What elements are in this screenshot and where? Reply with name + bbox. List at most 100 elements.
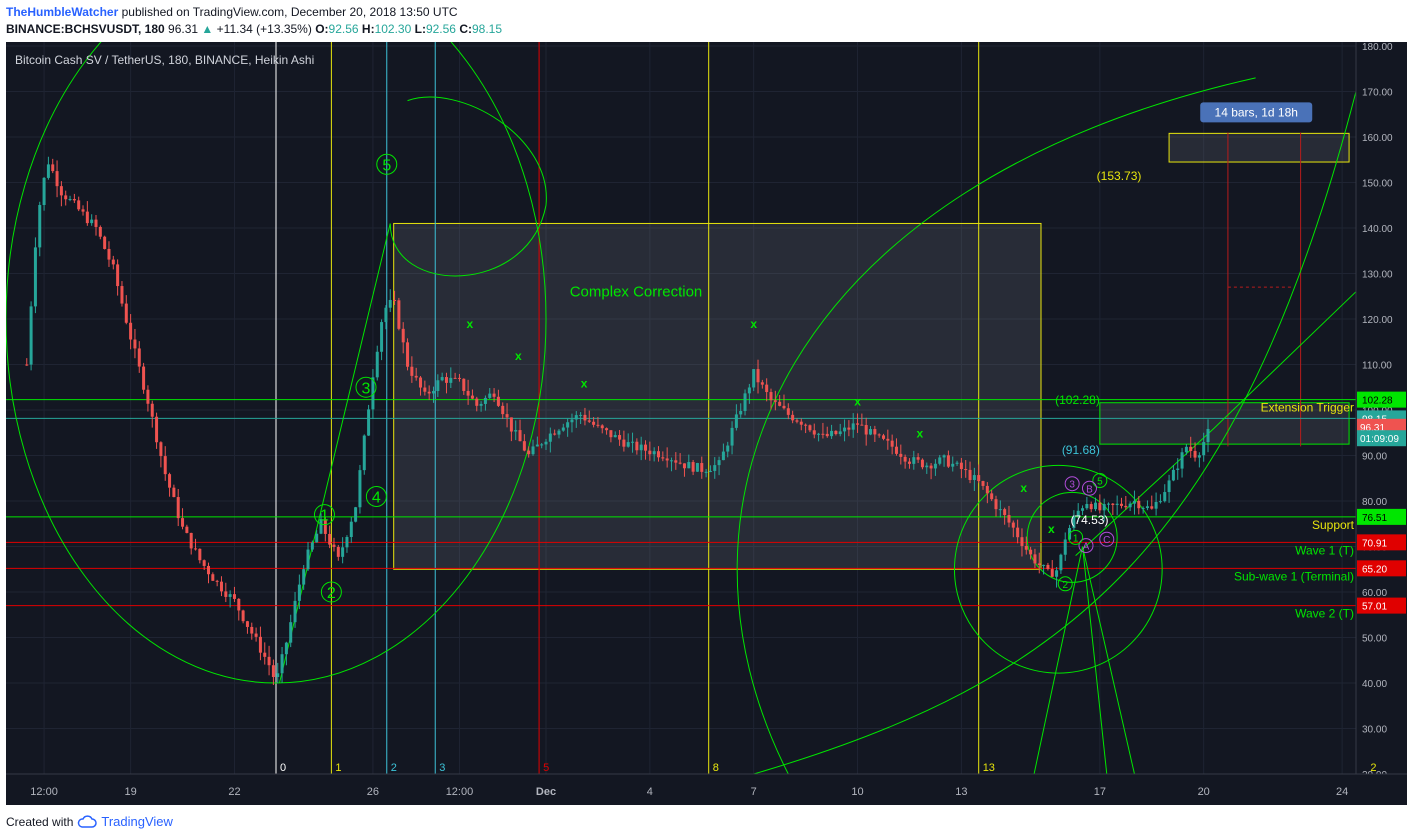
wave-marker-label: 4 [372,489,381,506]
candle-body [349,521,353,538]
candle-body [726,445,730,452]
candle-body [232,594,236,599]
candle-body [1167,480,1171,493]
candle-body [920,459,924,468]
wave-marker-label: 1 [1073,533,1079,544]
candle-body [734,414,738,428]
candle-body [1206,428,1210,443]
price-tag-text: 70.91 [1362,538,1387,549]
candle-body [501,405,505,415]
price-tag [1357,560,1406,577]
candle-body [1033,554,1037,564]
candle-body [1029,549,1033,555]
candle-body [994,499,998,510]
candle-body [704,471,708,473]
candle-body [527,450,531,455]
time-axis-bg [6,774,1407,805]
footer: Created with TradingView [6,814,173,829]
symbol: BINANCE:BCHSVUSDT, 180 [6,22,165,36]
candle-body [1102,504,1106,511]
tradingview-brand[interactable]: TradingView [101,814,173,829]
price-axis[interactable]: 20.0030.0040.0050.0060.0070.0080.0090.00… [1355,42,1407,781]
candle-body [1037,563,1041,566]
candle-body [68,198,72,200]
correction-zone [393,222,1042,570]
price-tick: 80.00 [1362,497,1387,508]
author-link[interactable]: TheHumbleWatcher [6,5,119,19]
candle-body [1007,515,1011,523]
candle-body [808,425,812,431]
candle-body [375,351,379,378]
publish-info: TheHumbleWatcher published on TradingVie… [6,5,458,19]
candle-body [1163,492,1167,502]
price-tick: 130.00 [1362,270,1393,281]
level-label: Wave 2 (T) [1295,607,1354,621]
wave-marker-circle [1099,531,1115,547]
candle-body [990,493,994,500]
price-axis-bg [1356,42,1407,774]
wave-marker-label: B [1086,484,1093,495]
time-axis[interactable]: 12:00 19 22 26 12:00 Dec 4 7 10 13 17 20 24 0 1 2 3 5 8 13 2 [6,762,1407,805]
published-text: published on TradingView.com, December 2… [121,5,458,19]
candle-body [791,414,795,421]
time-tick: 4 [647,786,653,798]
candle-body [544,441,548,445]
candle-body [496,396,500,406]
candle-body [1063,539,1067,555]
candle-body [194,548,198,550]
fib-time-label: 0 [280,762,286,774]
fib-time-label: 3 [439,762,445,774]
candle-body [176,497,180,519]
time-tick: 22 [228,786,240,798]
candle-body [531,446,535,455]
candle-body [873,429,877,435]
candle-body [877,434,881,436]
time-tick: 24 [1336,786,1348,798]
candle-body [72,198,76,201]
candle-body [890,440,894,447]
candle-body [297,584,301,601]
candle-body [423,387,427,392]
candle-body [116,264,120,287]
price-tag-text: 102.28 [1362,396,1393,407]
low-value: 92.56 [425,22,456,36]
candle-body [1202,442,1206,456]
candle-body [284,642,288,655]
candle-body [354,507,358,522]
candle-body [1184,446,1188,453]
candle-body [522,441,526,451]
high-label: H: [361,22,375,36]
price-chart[interactable]: Extension Trigger Support Wave 1 (T) Sub-wa… [6,42,1407,805]
correction-title: Complex Correction [570,283,703,300]
candle-body [25,364,29,366]
candle-body [912,457,916,464]
candle-body [241,610,245,622]
candle-body [626,442,630,447]
candle-body [955,462,959,464]
fib-fan [1082,546,1135,775]
candle-body [579,414,583,416]
candle-body [42,177,46,206]
candle-body [972,475,976,480]
wave-marker-label: 5 [382,157,391,174]
open-value: 92.56 [328,22,359,36]
grid [6,42,1356,775]
chart-background [6,42,1407,805]
candle-body [124,303,128,323]
wave-line [278,223,391,684]
candle-body [635,441,639,451]
candle-body [682,463,686,469]
x-marker: x [1020,481,1027,495]
candle-body [198,548,202,561]
candle-body [315,533,319,543]
wave-marker-label: 2 [1062,580,1068,591]
candle-body [51,164,55,172]
candle-body [470,395,474,399]
candle-body [648,450,652,455]
x-marker: x [750,317,757,331]
candle-body [111,259,115,265]
candle-body [384,307,388,323]
candle-body [830,430,834,437]
candle-body [1197,455,1201,458]
candle-body [64,195,68,200]
